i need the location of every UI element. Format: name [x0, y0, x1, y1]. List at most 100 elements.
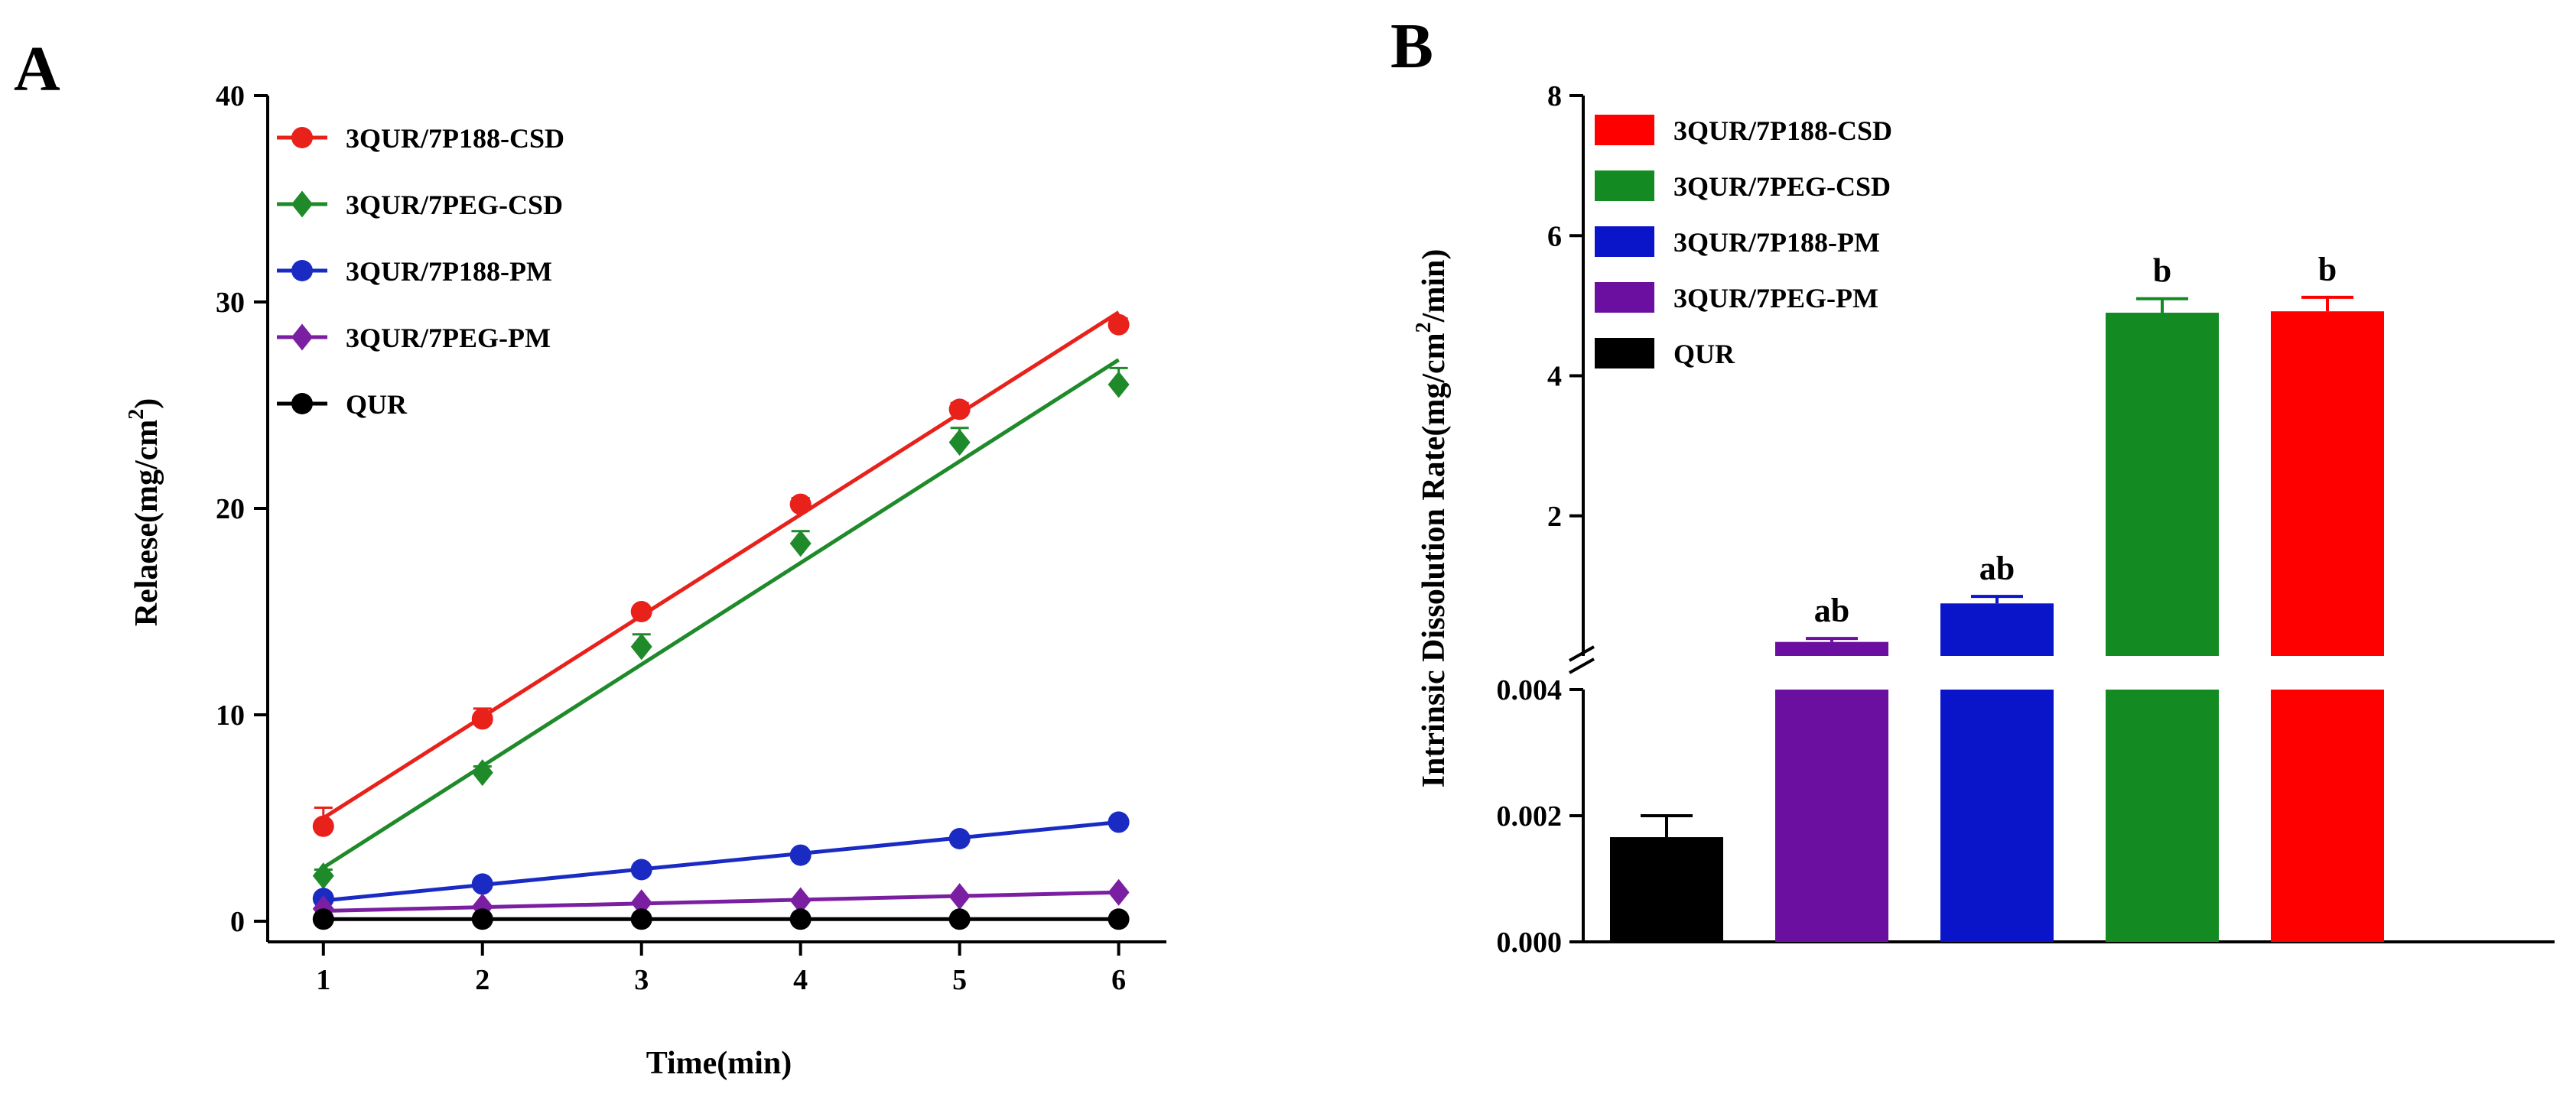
legend-item-3qur-7p188-pm: 3QUR/7P188-PM [277, 256, 552, 287]
legend-label: 3QUR/7PEG-PM [346, 323, 551, 353]
dissolution-chart-legend: 3QUR/7P188-CSD 3QUR/7PEG-CSD 3QUR/7P188-PM… [1595, 115, 1892, 369]
release-y-axis-title: Relaese(mg/cm2) [125, 398, 164, 627]
series-qur [312, 908, 1130, 930]
dissolution-y-axis-title-main: Intrinsic Dissolution Rate(mg/cm [1416, 333, 1452, 787]
data-point [630, 908, 652, 930]
data-point [630, 633, 652, 661]
data-point [471, 708, 493, 730]
bar-3qur-7peg-pm: ab [1775, 592, 1888, 942]
release-x-tick-label: 2 [475, 964, 490, 996]
bar-rect-lower [1775, 690, 1888, 942]
series-3qur-7peg-pm [312, 878, 1130, 923]
legend-item-qur: QUR [277, 389, 408, 420]
significance-label: ab [1814, 592, 1849, 629]
release-y-tick-label: 20 [216, 493, 245, 525]
data-point [312, 815, 334, 837]
legend-swatch [1595, 115, 1654, 145]
legend-label: 3QUR/7P188-CSD [346, 123, 564, 154]
legend-label: 3QUR/7PEG-PM [1673, 283, 1878, 313]
release-y-tick-label: 10 [216, 700, 245, 732]
data-point [630, 601, 652, 622]
legend-swatch-marker [291, 190, 313, 218]
legend-label: 3QUR/7P188-PM [1673, 227, 1880, 258]
legend-item-3qur-7peg-csd: 3QUR/7PEG-CSD [277, 190, 563, 220]
release-chart-ticks: 1 2 3 4 5 6 0 10 20 30 40 [216, 80, 1126, 996]
release-x-tick-label: 6 [1111, 964, 1126, 996]
dissolution-y-axis-title: Intrinsic Dissolution Rate(mg/cm2/min) [1412, 249, 1452, 788]
data-point [630, 859, 652, 881]
legend-swatch-marker [291, 260, 313, 281]
legend-swatch-marker [291, 127, 313, 148]
legend-label: QUR [346, 389, 408, 420]
dissolution-chart-axes [1569, 96, 2555, 943]
release-x-tick-label: 4 [793, 964, 808, 996]
release-x-tick-label: 5 [952, 964, 967, 996]
legend-label: 3QUR/7PEG-CSD [346, 190, 563, 220]
data-point [789, 908, 812, 930]
dissolution-axis-break-mark-2 [1569, 657, 1595, 674]
release-y-tick-label: 40 [216, 80, 245, 112]
dissolution-axis-break-mark-1 [1569, 645, 1595, 662]
dissolution-y-tick-label-upper: 2 [1547, 501, 1562, 533]
bar-rect-lower [2106, 690, 2219, 942]
bar-3qur-7peg-csd: b [2106, 252, 2219, 942]
legend-item-3qur-7p188-pm: 3QUR/7P188-PM [1595, 226, 1880, 258]
legend-swatch [1595, 226, 1654, 257]
data-point [948, 429, 971, 456]
data-point [789, 887, 812, 914]
legend-item-3qur-7peg-pm: 3QUR/7PEG-PM [1595, 282, 1878, 313]
data-point [471, 908, 493, 930]
dissolution-bar-chart: 2 4 6 8 0.000 0.002 0.004 ab ab b b Intrinsic Dis… [1412, 80, 2555, 959]
bar-rect-upper [2271, 311, 2384, 656]
data-point [1107, 878, 1130, 906]
bar-rect-upper [1775, 641, 1888, 656]
significance-label: b [2318, 251, 2337, 288]
dissolution-y-tick-label-upper: 6 [1547, 220, 1562, 252]
data-point [1107, 908, 1130, 930]
bar-qur [1610, 814, 1723, 942]
fit-line [322, 310, 1120, 820]
legend-swatch [1595, 282, 1654, 313]
data-point [471, 759, 493, 787]
legend-swatch [1595, 170, 1654, 201]
legend-label: QUR [1673, 339, 1735, 369]
series-3qur-7peg-csd [312, 358, 1130, 890]
dissolution-chart-ticks: 2 4 6 8 0.000 0.002 0.004 [1497, 80, 1583, 959]
dissolution-y-axis-title-sup: 2 [1412, 322, 1436, 333]
release-x-axis-title: Time(min) [646, 1046, 792, 1081]
legend-item-qur: QUR [1595, 338, 1735, 369]
data-point [948, 883, 971, 911]
fit-line [323, 890, 1119, 913]
legend-item-3qur-7peg-csd: 3QUR/7PEG-CSD [1595, 170, 1891, 202]
data-point [789, 844, 812, 866]
dissolution-y-tick-label-lower: 0.000 [1497, 927, 1563, 959]
legend-item-3qur-7peg-pm: 3QUR/7PEG-PM [277, 323, 551, 353]
data-point [1107, 313, 1130, 336]
data-point [312, 862, 334, 890]
data-point [948, 908, 971, 930]
legend-label: 3QUR/7P188-CSD [1673, 115, 1892, 146]
data-point [630, 889, 652, 917]
data-point [789, 530, 812, 557]
legend-label: 3QUR/7PEG-CSD [1673, 171, 1891, 202]
data-point [1107, 811, 1130, 833]
data-point [948, 828, 971, 849]
panel-label-b: B [1390, 11, 1433, 82]
dissolution-chart-bars: ab ab b b [1610, 251, 2384, 942]
fit-line [322, 358, 1120, 869]
fit-line [323, 820, 1119, 903]
bar-rect-lower [2271, 690, 2384, 942]
legend-item-3qur-7p188-csd: 3QUR/7P188-CSD [1595, 115, 1892, 146]
data-point [471, 873, 493, 895]
bar-3qur-7p188-csd: b [2271, 251, 2384, 942]
release-y-axis-title-main: Relaese(mg/cm [129, 420, 164, 627]
bar-rect-upper [1940, 603, 2054, 656]
dissolution-y-tick-label-lower: 0.004 [1497, 674, 1563, 706]
legend-swatch-marker [291, 393, 313, 414]
release-y-tick-label: 0 [230, 906, 245, 938]
data-point [1107, 371, 1130, 398]
release-y-axis-title-sup: 2 [125, 409, 148, 420]
legend-item-3qur-7p188-csd: 3QUR/7P188-CSD [277, 123, 564, 154]
